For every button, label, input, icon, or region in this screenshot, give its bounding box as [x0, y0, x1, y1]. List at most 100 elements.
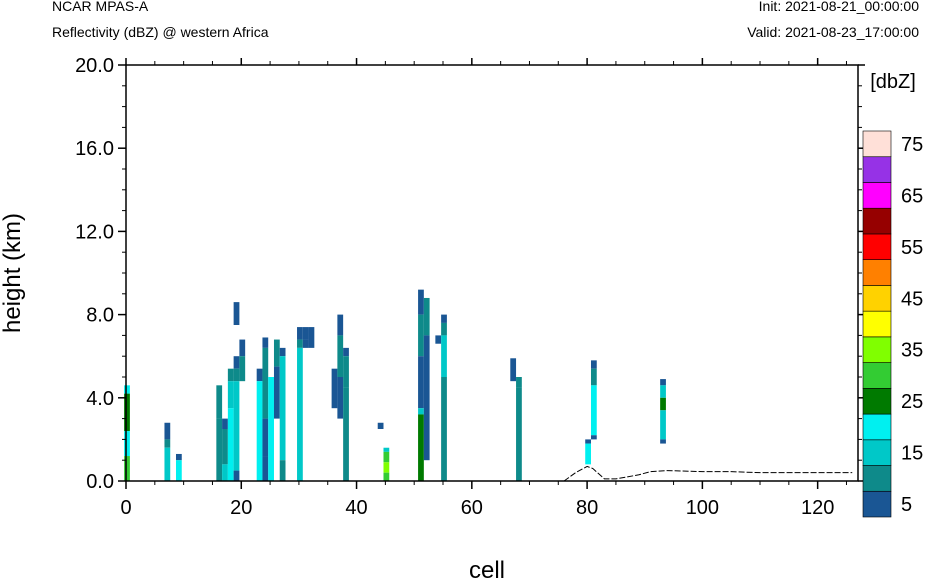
colorbar-label: 5 [901, 494, 912, 516]
reflectivity-cell [343, 387, 349, 481]
reflectivity-cell [297, 347, 303, 481]
reflectivity-cell [308, 327, 315, 348]
reflectivity-cell [297, 327, 303, 340]
reflectivity-cell [418, 289, 424, 315]
colorbar-swatch [862, 413, 892, 441]
colorbar-swatch [862, 310, 892, 338]
y-tick-label: 8.0 [86, 305, 114, 327]
reflectivity-cell [418, 414, 424, 429]
reflectivity-cell [337, 314, 344, 336]
reflectivity-cell [441, 377, 447, 481]
reflectivity-cell [233, 381, 240, 471]
reflectivity-cell [343, 347, 349, 357]
y-tick-label: 20.0 [75, 55, 114, 77]
valid-time: Valid: 2021-08-23_17:00:00 [747, 24, 919, 40]
reflectivity-cell [423, 297, 430, 336]
y-tick-label: 0.0 [86, 471, 114, 493]
reflectivity-cell [585, 439, 591, 444]
reflectivity-cell [660, 385, 666, 398]
colorbar-label: 65 [901, 185, 923, 207]
colorbar-swatch [862, 439, 892, 466]
reflectivity-cell [227, 368, 234, 382]
reflectivity-cell [124, 456, 130, 481]
y-tick-label: 12.0 [75, 221, 114, 243]
x-tick-label: 40 [345, 497, 367, 519]
reflectivity-cell [660, 397, 666, 411]
colorbar-swatch [862, 233, 892, 260]
reflectivity-cell [590, 385, 597, 436]
colorbar-label: 55 [901, 237, 923, 259]
reflectivity-cell [302, 339, 309, 348]
x-tick-label: 60 [461, 497, 483, 519]
reflectivity-cell [516, 387, 522, 481]
reflectivity-cell [262, 347, 269, 419]
reflectivity-cell [164, 422, 171, 440]
colorbar-swatch [862, 362, 892, 389]
reflectivity-cell [590, 368, 597, 386]
reflectivity-cell [297, 339, 303, 348]
reflectivity-cell [418, 356, 424, 409]
reflectivity-cell [256, 381, 263, 481]
x-tick-label: 120 [801, 497, 834, 519]
reflectivity-cell [516, 377, 522, 388]
init-time: Init: 2021-08-21_00:00:00 [758, 0, 919, 14]
reflectivity-cell [124, 393, 130, 432]
reflectivity-cell [590, 435, 597, 440]
reflectivity-cell [262, 418, 269, 457]
reflectivity-cell [383, 462, 390, 473]
reflectivity-cell [343, 356, 349, 388]
reflectivity-cell [239, 339, 246, 357]
terrain-profile [563, 465, 853, 482]
reflectivity-cell [216, 418, 223, 481]
reflectivity-cell [383, 472, 390, 481]
reflectivity-cell [222, 418, 228, 429]
colorbar-swatch [862, 182, 892, 209]
x-axis: 0 20 40 60 80 100 120 [120, 58, 847, 519]
reflectivity-cell [441, 322, 447, 336]
colorbar-label: 75 [901, 134, 923, 156]
colorbar-swatch [862, 207, 892, 235]
y-axis: 0.0 4.0 8.0 12.0 16.0 20.0 [75, 55, 865, 493]
reflectivity-cell [435, 335, 442, 344]
reflectivity-cell [273, 339, 280, 367]
reflectivity-cell [273, 366, 280, 419]
reflectivity-cell [268, 377, 274, 481]
x-tick-label: 20 [230, 497, 252, 519]
reflectivity-cell [585, 443, 591, 465]
reflectivity-cell [660, 410, 666, 440]
x-axis-label: cell [469, 557, 505, 580]
reflectivity-cell [233, 470, 240, 481]
reflectivity-cell [418, 408, 424, 415]
reflectivity-cell [337, 335, 344, 377]
reflectivity-cell [660, 379, 666, 386]
colorbar-swatch [862, 156, 892, 183]
colorbar-swatch [862, 259, 892, 286]
colorbar-swatch [862, 388, 892, 415]
reflectivity-cell [383, 447, 390, 452]
reflectivity-cell [418, 429, 424, 481]
reflectivity-cell [256, 368, 263, 382]
reflectivity-cell [216, 385, 223, 419]
colorbar-swatch [862, 285, 892, 312]
reflectivity-cell [222, 464, 228, 481]
colorbar-title: [dbZ] [870, 71, 916, 93]
reflectivity-cell [227, 381, 234, 409]
colorbar-swatch [862, 490, 892, 518]
x-tick-label: 100 [686, 497, 719, 519]
colorbar: 5 15 25 35 45 55 65 75 [862, 130, 923, 518]
reflectivity-cell [227, 408, 234, 481]
chart-subtitle: Reflectivity (dBZ) @ western Africa [52, 24, 269, 40]
colorbar-swatch [862, 465, 892, 492]
reflectivity-cell [233, 302, 240, 325]
reflectivity-cell [279, 356, 286, 461]
y-axis-label: height (km) [0, 213, 26, 333]
reflectivity-cell [175, 453, 182, 461]
reflectivity-cell [239, 356, 246, 382]
reflectivity-cell [262, 456, 269, 481]
reflectivity-cell [124, 385, 130, 394]
reflectivity-cell [124, 431, 130, 457]
colorbar-label: 15 [901, 443, 923, 465]
reflectivity-cell [262, 337, 269, 348]
reflectivity-cell [418, 314, 424, 357]
